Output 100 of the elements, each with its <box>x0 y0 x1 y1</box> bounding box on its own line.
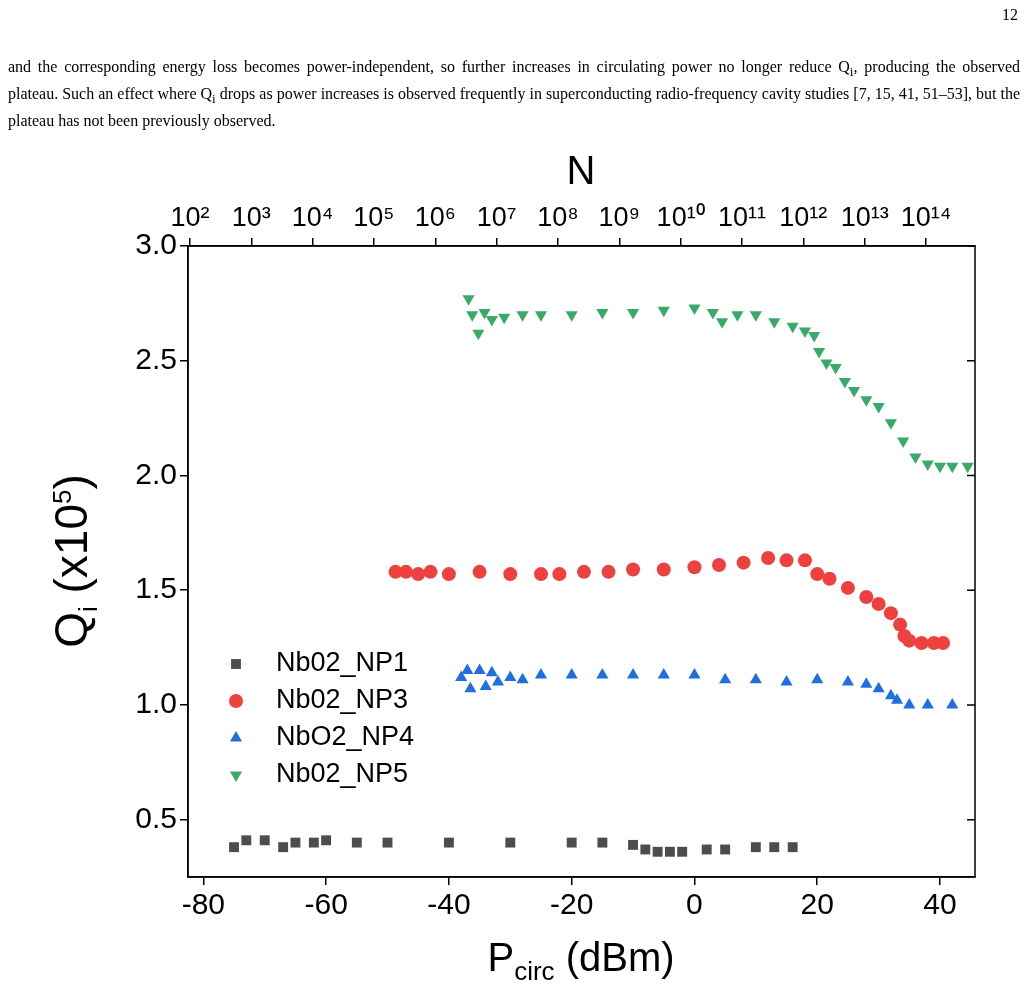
point <box>491 674 505 686</box>
point <box>871 596 886 611</box>
point <box>883 606 898 621</box>
point <box>485 665 498 677</box>
point <box>478 309 491 320</box>
point <box>902 633 917 648</box>
point <box>472 329 485 341</box>
point <box>597 837 608 848</box>
point <box>627 309 640 320</box>
x2-tick-label: 10⁷ <box>476 202 517 233</box>
point <box>786 322 799 334</box>
point <box>822 571 837 586</box>
point <box>961 462 974 474</box>
point <box>461 663 474 674</box>
point <box>921 460 934 471</box>
point <box>687 560 702 575</box>
point <box>838 377 851 389</box>
legend-label: Nb02_NP1 <box>276 647 409 678</box>
point <box>797 553 812 568</box>
point <box>860 677 873 688</box>
point <box>462 295 475 306</box>
point <box>498 313 511 325</box>
x-tick-label: 40 <box>923 887 957 921</box>
point <box>441 567 456 582</box>
point <box>890 693 904 704</box>
point <box>516 672 529 684</box>
point <box>565 311 578 322</box>
point <box>914 635 929 650</box>
text: 12 <box>1002 6 1018 24</box>
point <box>351 837 362 848</box>
x-tick-label: -80 <box>181 887 226 921</box>
point <box>627 668 640 679</box>
point <box>884 419 897 430</box>
point <box>719 672 732 684</box>
y-tick-label: 1.5 <box>135 571 177 605</box>
point <box>893 617 908 632</box>
y-tick-label: 2.5 <box>135 341 177 375</box>
point <box>933 462 947 474</box>
x2-tick-label: 10⁸ <box>537 202 579 233</box>
point <box>688 304 701 315</box>
point <box>736 555 751 570</box>
point <box>936 635 951 650</box>
point <box>808 331 821 343</box>
point <box>780 674 793 686</box>
point <box>455 670 468 681</box>
x2-tick-label: 10³ <box>231 202 271 233</box>
point <box>505 837 516 848</box>
point <box>872 403 885 414</box>
point <box>640 844 651 855</box>
x-tick-label: -40 <box>427 887 471 921</box>
point <box>716 318 729 329</box>
point <box>229 842 239 853</box>
point <box>701 844 712 855</box>
point <box>382 837 393 848</box>
x2-tick-label: 10¹² <box>779 202 828 233</box>
point <box>677 846 688 857</box>
point <box>706 309 719 320</box>
point <box>657 668 670 679</box>
point <box>761 551 776 566</box>
point <box>472 564 487 579</box>
point <box>657 306 670 318</box>
point <box>552 567 567 582</box>
point <box>566 837 577 848</box>
point <box>565 668 578 679</box>
point <box>946 462 959 474</box>
x2-tick-label: 10¹¹ <box>717 202 766 233</box>
point <box>921 697 934 709</box>
point <box>872 681 885 693</box>
point <box>504 670 517 681</box>
legend-label: Nb02_NP5 <box>276 758 409 789</box>
point <box>731 311 744 322</box>
point <box>473 663 486 674</box>
y-tick-label: 1.0 <box>135 686 177 720</box>
point <box>290 837 301 848</box>
point <box>626 562 641 577</box>
x-tick-label: -20 <box>550 887 594 921</box>
point <box>749 311 762 322</box>
point <box>750 842 761 853</box>
point <box>466 311 479 322</box>
point <box>533 567 548 582</box>
point <box>813 348 826 359</box>
point <box>840 580 855 595</box>
point <box>903 697 916 709</box>
point <box>398 564 413 579</box>
legend-label: Nb02_NP3 <box>276 684 409 715</box>
x-tick-label: -60 <box>304 887 348 921</box>
x-axis-title: P$_{circ}$ (dBm) <box>487 935 675 987</box>
point <box>576 564 591 579</box>
x2-tick-label: 10¹⁰ <box>656 202 705 233</box>
x2-axis-title: N <box>566 148 596 193</box>
point <box>768 318 781 329</box>
point <box>810 567 825 582</box>
point <box>859 590 874 605</box>
point <box>829 364 842 375</box>
point <box>628 839 639 850</box>
point <box>798 327 812 338</box>
point <box>503 567 518 582</box>
point <box>652 846 663 857</box>
x2-tick-label: 10⁶ <box>414 202 456 233</box>
point <box>259 835 270 846</box>
